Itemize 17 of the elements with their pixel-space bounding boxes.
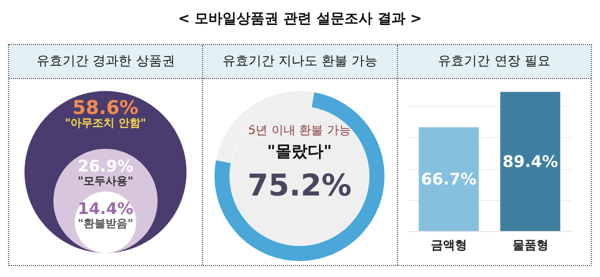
slice-label: "몰랐다" (267, 142, 332, 160)
data-label: 89.4% (502, 152, 558, 171)
data-label: 14.4% (78, 198, 134, 218)
text: 5년 이내 환불 가능 (248, 123, 352, 137)
x-tick-label: 금액형 (430, 238, 466, 252)
data-label: 75.2% (248, 168, 352, 204)
chart-title: 유효기간 지나도 환불 가능 (203, 45, 397, 79)
x-tick-label: 물품형 (512, 238, 548, 252)
data-label: 66.7% (420, 170, 476, 189)
category-label: "모두사용" (78, 174, 134, 188)
category-label: "환불받음" (78, 216, 134, 230)
text: 유효기간 경과한 상품권 (9, 45, 202, 79)
data-label: 58.6% (72, 97, 138, 119)
category-label: "아무조치 안함" (64, 116, 146, 130)
chart-title: 유효기간 연장 필요 (398, 45, 591, 79)
text: < 모바일상품권 관련 설문조사 결과 > (177, 10, 423, 28)
data-label: 26.9% (78, 156, 134, 176)
